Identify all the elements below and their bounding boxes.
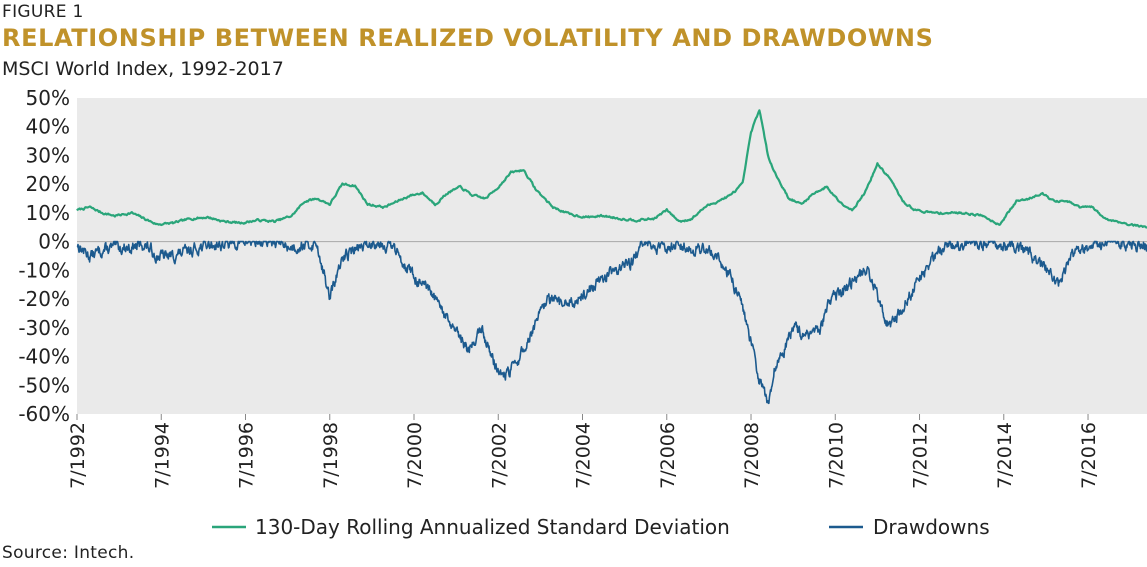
series-lines (76, 109, 1147, 405)
x-tick-label: 7/2002 (488, 422, 510, 489)
plot-area (77, 98, 1147, 414)
y-tick-label: -20% (18, 287, 70, 311)
x-tick-label: 7/1996 (236, 422, 258, 489)
y-tick-label: -30% (18, 316, 70, 340)
y-tick-label: 10% (26, 201, 70, 225)
figure-label: FIGURE 1 (2, 2, 84, 22)
y-tick-label: -50% (18, 373, 70, 397)
y-tick-label: 20% (26, 172, 70, 196)
x-tick-label: 7/1992 (67, 422, 89, 489)
legend: 130-Day Rolling Annualized Standard Devi… (212, 515, 990, 539)
x-axis-ticks: 7/1992 7/1994 7/1996 7/1998 7/2000 7/2002 7/20… (67, 414, 1100, 489)
x-tick-label: 7/2004 (573, 422, 595, 489)
x-tick-label: 7/2010 (825, 422, 847, 489)
legend-label-drawdowns: Drawdowns (873, 515, 990, 539)
chart-title: RELATIONSHIP BETWEEN REALIZED VOLATILITY… (2, 24, 934, 52)
chart-subtitle: MSCI World Index, 1992-2017 (2, 58, 284, 80)
source-note: Source: Intech. (2, 543, 135, 563)
x-tick-label: 7/2014 (994, 422, 1016, 489)
volatility-line (76, 109, 1147, 229)
y-tick-label: 0% (38, 230, 70, 254)
x-tick-label: 7/2000 (404, 422, 426, 489)
y-axis-ticks: 50% 40% 30% 20% 10% 0% -10% -20% -30% -40% -50% -60… (18, 86, 70, 426)
y-tick-label: 30% (26, 143, 70, 167)
x-tick-label: 7/2012 (910, 422, 932, 489)
x-tick-label: 7/2006 (657, 422, 679, 489)
y-tick-label: -60% (18, 402, 70, 426)
x-tick-label: 7/2016 (1078, 422, 1100, 489)
drawdowns-line (76, 240, 1147, 405)
y-tick-label: -40% (18, 345, 70, 369)
x-tick-label: 7/1998 (320, 422, 342, 489)
y-tick-label: -10% (18, 258, 70, 282)
y-tick-label: 50% (26, 86, 70, 110)
y-tick-label: 40% (26, 115, 70, 139)
legend-label-volatility: 130-Day Rolling Annualized Standard Devi… (255, 515, 730, 539)
x-tick-label: 7/2008 (741, 422, 763, 489)
x-tick-label: 7/1994 (151, 422, 173, 489)
